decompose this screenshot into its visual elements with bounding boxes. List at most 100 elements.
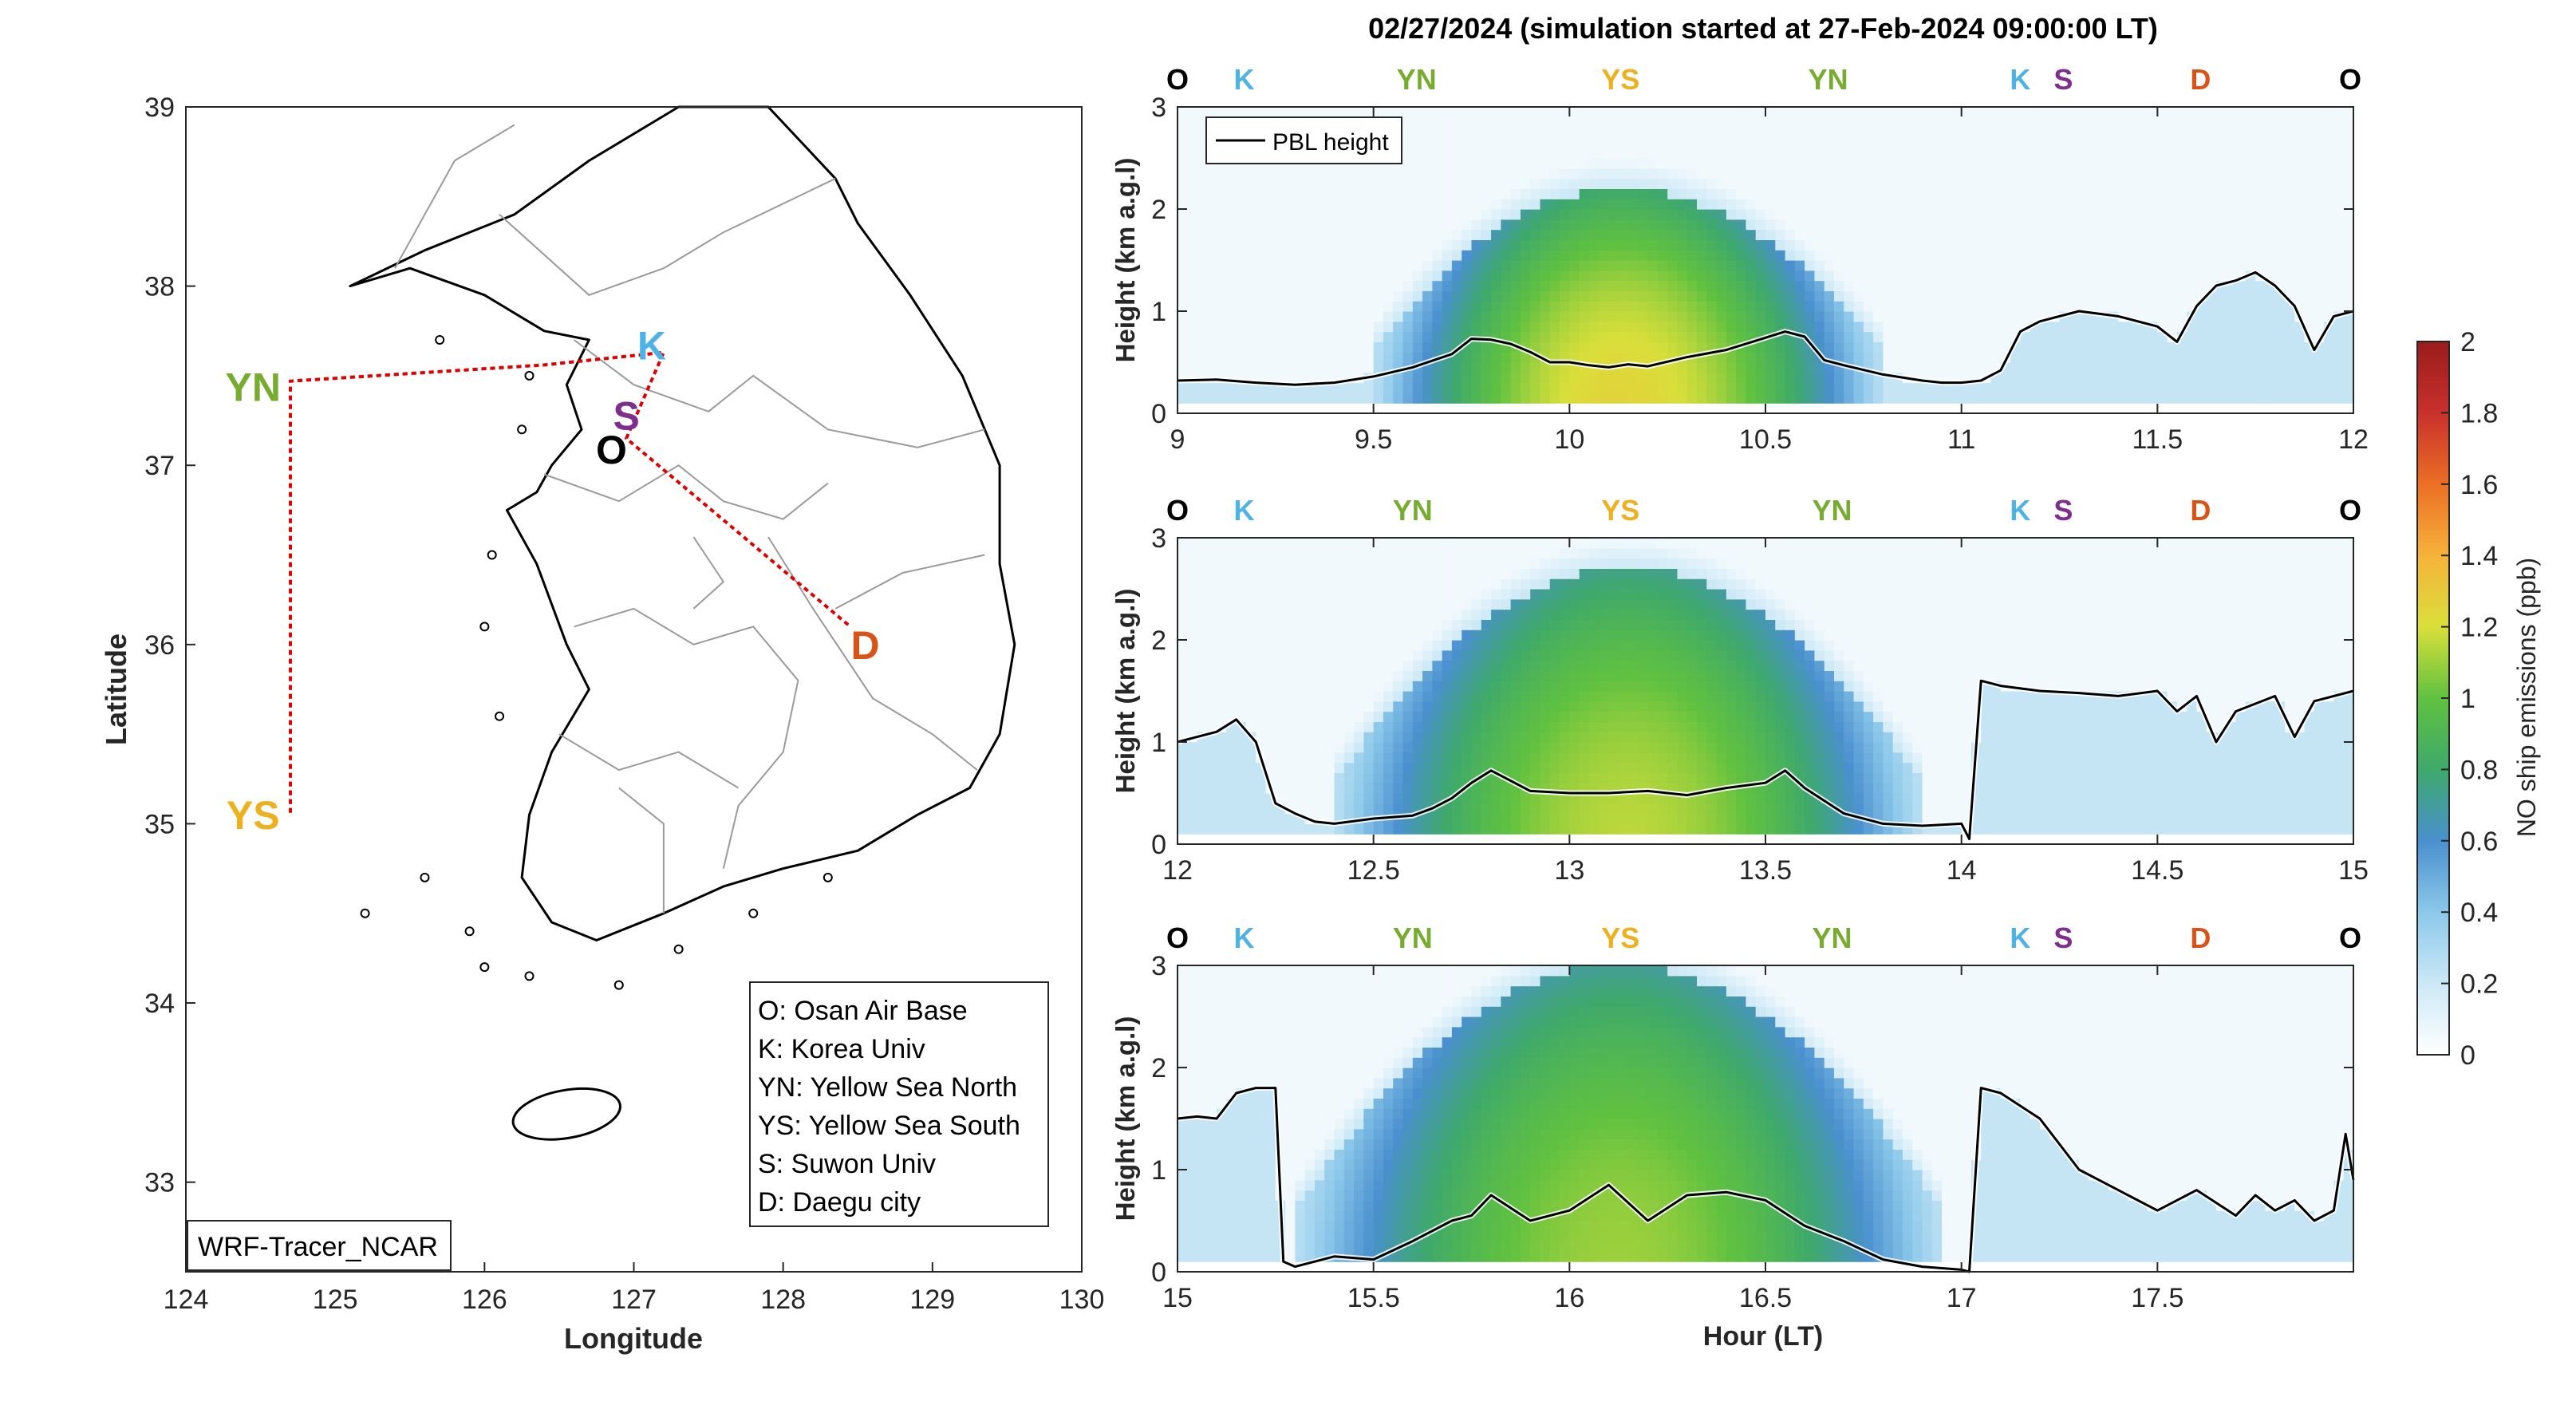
model-label-box: WRF-Tracer_NCAR xyxy=(187,1220,452,1271)
island xyxy=(360,908,370,918)
site-legend-item: YS: Yellow Sea South xyxy=(758,1111,1020,1141)
waypoint-o: O xyxy=(2339,922,2361,954)
island xyxy=(673,944,684,954)
jeju-island xyxy=(511,1087,621,1141)
pbl-height-line xyxy=(1177,270,2354,386)
waypoint-k: K xyxy=(2010,63,2030,96)
map-ylabel: Latitude xyxy=(100,633,132,745)
map-panel: 124 125 126 127 128 129 130 33 34 35 36 37 38 39 O KS Y… xyxy=(100,93,1104,1355)
province-boundary xyxy=(692,536,725,610)
waypoint-yn: YN xyxy=(1397,63,1437,96)
x-tick-label: 12.5 xyxy=(1347,855,1400,886)
waypoint-s: S xyxy=(2053,922,2073,954)
waypoint-s: S xyxy=(2053,63,2073,96)
map-y-tick-label: 39 xyxy=(144,93,175,123)
province-boundary xyxy=(834,554,985,610)
waypoint-ys: YS xyxy=(1601,922,1639,954)
island xyxy=(435,335,445,345)
waypoint-o: O xyxy=(1166,63,1189,96)
colorbar-tick-label: 1.6 xyxy=(2460,470,2498,500)
colorbar-tick-label: 0 xyxy=(2460,1040,2475,1071)
waypoint-k: K xyxy=(2010,494,2030,527)
site-legend-item: D: Daegu city xyxy=(758,1187,921,1218)
map-x-tick-label: 129 xyxy=(909,1285,955,1315)
y-tick-label: 0 xyxy=(1151,1257,1166,1288)
waypoint-yn: YN xyxy=(1813,922,1852,954)
map-y-tick-label: 33 xyxy=(144,1168,175,1198)
waypoint-o: O xyxy=(2339,63,2361,96)
waypoint-k: K xyxy=(1234,922,1255,954)
map-x-tick-label: 126 xyxy=(462,1285,507,1315)
colorbar-tick-label: 0.4 xyxy=(2460,898,2498,928)
x-tick-label: 9.5 xyxy=(1355,424,1392,455)
x-tick-label: 16 xyxy=(1554,1283,1584,1313)
waypoint-o: O xyxy=(2339,494,2361,527)
x-tick-label: 11 xyxy=(1947,424,1975,455)
island xyxy=(524,971,535,981)
colorbar-tick-label: 1.2 xyxy=(2460,613,2498,643)
flight-route xyxy=(289,350,852,815)
x-tick-label: 14.5 xyxy=(2131,855,2183,886)
waypoint-yn: YN xyxy=(1393,922,1433,954)
colorbar-tick-label: 0.8 xyxy=(2460,755,2498,785)
province-boundary xyxy=(618,787,665,914)
y-tick-label: 1 xyxy=(1151,297,1166,327)
colorbar: 0 0.2 0.4 0.6 0.8 1 1.2 1.4 1.6 1.8 2 xyxy=(2416,327,2498,1071)
y-tick-label: 0 xyxy=(1151,399,1166,429)
y-tick-label: 2 xyxy=(1151,626,1166,656)
colorbar-tick-label: 1.4 xyxy=(2460,541,2498,571)
colorbar-tick-label: 1 xyxy=(2460,684,2475,714)
province-boundary xyxy=(543,464,829,520)
island xyxy=(420,872,430,882)
colorbar-tick-label: 0.2 xyxy=(2460,969,2498,1000)
x-tick-label: 15 xyxy=(2338,855,2369,886)
waypoint-d: D xyxy=(2190,63,2211,96)
x-tick-label: 12 xyxy=(2338,424,2369,455)
province-boundary xyxy=(558,733,740,789)
colorbar-tick-label: 0.6 xyxy=(2460,827,2498,857)
island xyxy=(613,980,624,990)
map-y-tick-label: 37 xyxy=(144,451,175,481)
colorbar-tick-label: 2 xyxy=(2460,327,2475,357)
curtain-panel-3: 15 15.5 16 16.5 17 17.5 0 1 2 3 Height (km a.g.l) O… xyxy=(1110,922,2361,1313)
colorbar-label: NO ship emissions (ppb) xyxy=(2512,558,2541,837)
province-boundary xyxy=(394,124,515,269)
waypoint-yn: YN xyxy=(1813,494,1852,527)
map-y-tick-label: 38 xyxy=(144,272,175,302)
map-y-tick-label: 34 xyxy=(144,989,175,1019)
island xyxy=(464,926,475,937)
x-tick-label: 10.5 xyxy=(1739,424,1792,455)
island xyxy=(479,622,490,632)
map-x-tick-label: 128 xyxy=(760,1285,806,1315)
y-tick-label: 0 xyxy=(1151,830,1166,860)
map-x-tick-label: 130 xyxy=(1059,1285,1105,1315)
site-label-d: D xyxy=(851,623,880,668)
y-axis-label: Height (km a.g.l) xyxy=(1110,158,1140,363)
site-legend-item: YN: Yellow Sea North xyxy=(758,1072,1017,1103)
waypoint-s: S xyxy=(2053,494,2073,527)
site-legend-item: S: Suwon Univ xyxy=(758,1149,936,1179)
coastline xyxy=(349,105,1016,941)
x-tick-label: 15 xyxy=(1162,1283,1193,1313)
colorbar-scale xyxy=(2416,341,2450,1056)
site-labels: O KS YN YS D xyxy=(225,324,879,838)
island xyxy=(823,872,833,882)
pbl-height-line xyxy=(1177,1087,2355,1273)
panel3-xlabel: Hour (LT) xyxy=(1703,1321,1823,1352)
y-axis-label: Height (km a.g.l) xyxy=(1110,1016,1140,1222)
waypoint-o: O xyxy=(1166,922,1189,954)
province-boundary xyxy=(573,339,985,448)
korea-land-outline xyxy=(349,105,1016,1141)
x-tick-label: 9 xyxy=(1170,424,1185,455)
waypoint-ys: YS xyxy=(1601,63,1639,96)
site-legend-item: K: Korea Univ xyxy=(758,1034,925,1064)
y-tick-label: 3 xyxy=(1151,93,1166,123)
x-tick-label: 17 xyxy=(1947,1283,1977,1313)
map-x-tick-label: 127 xyxy=(611,1285,657,1315)
x-tick-label: 16.5 xyxy=(1739,1283,1792,1313)
pbl-legend: PBL height xyxy=(1205,116,1402,164)
site-legend: O: Osan Air Base K: Korea Univ YN: Yello… xyxy=(749,981,1049,1227)
waypoint-d: D xyxy=(2190,494,2211,527)
